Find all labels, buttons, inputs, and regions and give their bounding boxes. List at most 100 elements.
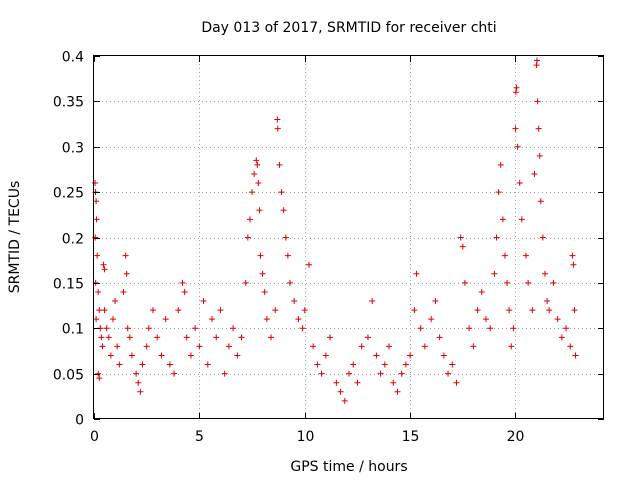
- data-point: [534, 98, 541, 105]
- data-point: [261, 288, 268, 295]
- data-point: [508, 343, 515, 350]
- data-point: [525, 279, 532, 286]
- data-point: [150, 307, 157, 314]
- data-point: [98, 334, 105, 341]
- data-point: [166, 361, 173, 368]
- data-point: [386, 343, 393, 350]
- y-tick-labels: 0 0.05 0.1 0.15 0.2 0.25 0.3 0.35 0.4: [53, 50, 84, 429]
- data-point: [436, 334, 443, 341]
- data-point: [230, 325, 237, 332]
- data-point: [558, 334, 565, 341]
- data-point: [513, 84, 520, 91]
- y-tick-label: 0.4: [62, 50, 84, 66]
- x-tick-label: 20: [507, 429, 525, 445]
- data-point: [322, 352, 329, 359]
- data-point: [124, 325, 131, 332]
- data-point: [428, 316, 435, 323]
- data-point: [213, 334, 220, 341]
- data-point: [162, 316, 169, 323]
- data-point: [487, 325, 494, 332]
- data-point: [133, 370, 140, 377]
- data-point: [373, 352, 380, 359]
- data-point: [291, 298, 298, 305]
- data-point: [93, 316, 100, 323]
- y-tick-label: 0.15: [53, 277, 84, 293]
- data-point: [327, 334, 334, 341]
- data-point: [251, 170, 258, 177]
- plot-frame: [93, 55, 604, 419]
- data-point: [493, 234, 500, 241]
- data-point: [501, 252, 508, 259]
- data-point: [482, 316, 489, 323]
- data-point: [533, 57, 540, 64]
- data-point: [107, 352, 114, 359]
- data-point: [103, 325, 110, 332]
- data-point: [570, 261, 577, 268]
- data-point: [310, 343, 317, 350]
- data-point: [459, 243, 466, 250]
- data-point: [411, 307, 418, 314]
- data-point: [554, 316, 561, 323]
- data-point: [253, 157, 260, 164]
- data-point: [506, 307, 513, 314]
- data-point: [234, 352, 241, 359]
- data-point: [514, 143, 521, 150]
- data-point: [457, 234, 464, 241]
- data-point: [225, 343, 232, 350]
- data-point: [100, 261, 107, 268]
- data-point: [440, 352, 447, 359]
- data-point: [181, 288, 188, 295]
- data-point: [137, 388, 144, 395]
- data-point: [491, 270, 498, 277]
- data-point: [535, 125, 542, 132]
- data-point: [126, 334, 133, 341]
- data-point: [413, 270, 420, 277]
- y-tick-label: 0.3: [62, 141, 84, 157]
- data-point: [563, 325, 570, 332]
- grid: [94, 56, 604, 419]
- data-point: [204, 361, 211, 368]
- data-point: [116, 361, 123, 368]
- data-point: [249, 189, 256, 196]
- data-point: [158, 352, 165, 359]
- data-point: [94, 252, 101, 259]
- chart-title: Day 013 of 2017, SRMTID for receiver cht…: [201, 20, 496, 36]
- data-point: [364, 334, 371, 341]
- x-tick-labels: 0 5 10 15 20: [90, 429, 524, 445]
- data-point: [466, 325, 473, 332]
- x-tick-label: 15: [402, 429, 420, 445]
- axis-ticks: [94, 56, 604, 420]
- data-point: [120, 288, 127, 295]
- data-point: [504, 279, 511, 286]
- data-point: [571, 307, 578, 314]
- y-tick-label: 0.1: [62, 322, 84, 338]
- data-point: [99, 343, 106, 350]
- data-point: [221, 370, 228, 377]
- data-point: [286, 279, 293, 286]
- data-point: [421, 343, 428, 350]
- data-point: [238, 334, 245, 341]
- data-point: [531, 170, 538, 177]
- data-point: [539, 234, 546, 241]
- data-point: [95, 370, 102, 377]
- data-point: [305, 261, 312, 268]
- data-point: [510, 325, 517, 332]
- data-point: [192, 325, 199, 332]
- data-point: [278, 189, 285, 196]
- data-point: [96, 307, 103, 314]
- data-point: [377, 370, 384, 377]
- data-point: [96, 375, 103, 382]
- data-point: [341, 397, 348, 404]
- data-point: [114, 343, 121, 350]
- data-point: [282, 234, 289, 241]
- data-point: [346, 370, 352, 377]
- data-point: [93, 216, 100, 223]
- y-tick-label: 0.2: [62, 232, 84, 248]
- y-axis-label: SRMTID / TECUs: [7, 181, 23, 294]
- data-point: [95, 288, 102, 295]
- data-point: [432, 298, 439, 305]
- data-point: [402, 361, 409, 368]
- data-point: [314, 361, 321, 368]
- data-point: [369, 298, 376, 305]
